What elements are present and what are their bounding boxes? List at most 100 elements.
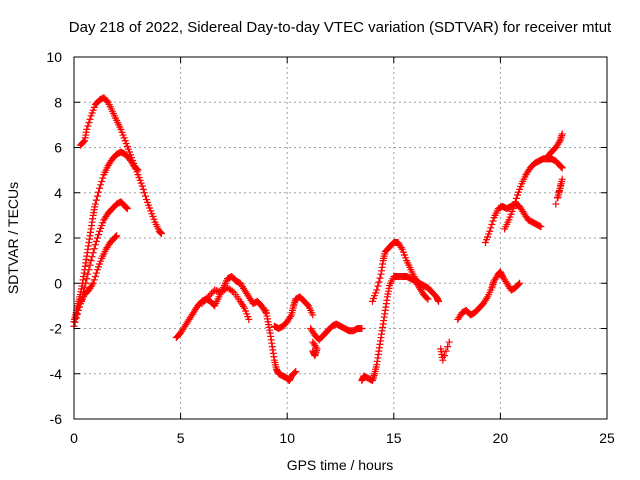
data-point [89, 249, 97, 257]
chart-title: Day 218 of 2022, Sidereal Day-to-day VTE… [69, 19, 612, 36]
series-arc-bottom [72, 232, 121, 321]
x-tick-label: 20 [493, 430, 509, 446]
data-point [85, 266, 93, 274]
data-point [373, 286, 381, 294]
data-point [97, 181, 105, 189]
data-point [286, 313, 294, 321]
data-point [87, 257, 95, 265]
data-point [435, 297, 443, 305]
y-tick-label: 10 [46, 49, 62, 65]
data-point [489, 217, 497, 225]
data-point [509, 205, 517, 213]
data-point [374, 282, 382, 290]
data-point [515, 280, 523, 288]
data-point [511, 198, 519, 206]
y-tick-label: -4 [50, 366, 63, 382]
data-point [553, 194, 561, 202]
x-tick-label: 10 [279, 430, 295, 446]
x-tick-label: 0 [70, 430, 78, 446]
data-point [558, 130, 566, 138]
y-tick-label: -2 [50, 321, 63, 337]
data-point [80, 138, 88, 146]
series-arc-11h [307, 320, 366, 344]
data-point [86, 261, 94, 269]
data-point [134, 166, 142, 174]
data-point [95, 188, 103, 196]
data-point [487, 224, 495, 232]
series-arc-9h-mid [270, 293, 317, 332]
data-point [239, 302, 247, 310]
data-point [516, 279, 524, 287]
data-point [208, 289, 216, 297]
y-tick-label: 8 [54, 94, 62, 110]
data-point [88, 281, 96, 289]
data-point [91, 272, 99, 280]
x-tick-label: 5 [177, 430, 185, 446]
y-tick-label: 6 [54, 140, 62, 156]
data-point [198, 300, 206, 308]
data-point [113, 232, 121, 240]
data-point [84, 270, 92, 278]
data-point [74, 306, 82, 314]
data-point [291, 369, 299, 377]
data-point [439, 356, 447, 364]
data-point [442, 347, 450, 355]
data-point [96, 184, 104, 192]
data-point [98, 177, 106, 185]
data-point [88, 253, 96, 261]
data-point [93, 192, 101, 200]
data-point [85, 119, 93, 127]
data-point [292, 367, 300, 375]
y-tick-label: -6 [50, 411, 63, 427]
data-point [133, 165, 141, 173]
data-point [203, 295, 211, 303]
data-point [82, 279, 90, 287]
data-point [424, 295, 432, 303]
data-point [552, 200, 560, 208]
data-point [92, 237, 100, 245]
data-point [83, 275, 91, 283]
data-point [139, 185, 147, 193]
data-point [486, 227, 494, 235]
grid [74, 57, 607, 419]
plot-frame [73, 56, 608, 420]
data-point [555, 188, 563, 196]
data-point [91, 241, 99, 249]
data-point [488, 220, 496, 228]
data-point [206, 291, 214, 299]
y-tick-label: 4 [54, 185, 62, 201]
data-point [310, 340, 318, 348]
data-point [75, 303, 83, 311]
data-point [200, 298, 208, 306]
data-point [92, 269, 100, 277]
data-point [140, 189, 148, 197]
data-point [555, 138, 563, 146]
data-point [86, 115, 94, 123]
data-point [201, 296, 209, 304]
data-point [138, 182, 146, 190]
data-point [123, 205, 131, 213]
data-point [141, 192, 149, 200]
data-point [358, 325, 366, 332]
data-point [376, 274, 384, 282]
data-point [512, 194, 520, 202]
series-arc-20h-high [501, 155, 566, 233]
series-arc-mid [70, 148, 142, 326]
data-point [73, 310, 81, 318]
data-point [89, 279, 97, 287]
data-point [90, 276, 98, 284]
series-arc-14h [358, 272, 432, 385]
data-point [440, 352, 448, 360]
data-point [483, 295, 491, 303]
series-arc-11h-low [309, 338, 321, 360]
data-points [70, 94, 566, 385]
data-point [445, 338, 453, 346]
data-point [91, 200, 99, 208]
data-point [99, 174, 107, 182]
data-point [228, 287, 236, 295]
series-arc-9h [262, 306, 300, 385]
data-point [245, 315, 253, 323]
data-point [558, 175, 566, 183]
data-point [83, 125, 91, 133]
